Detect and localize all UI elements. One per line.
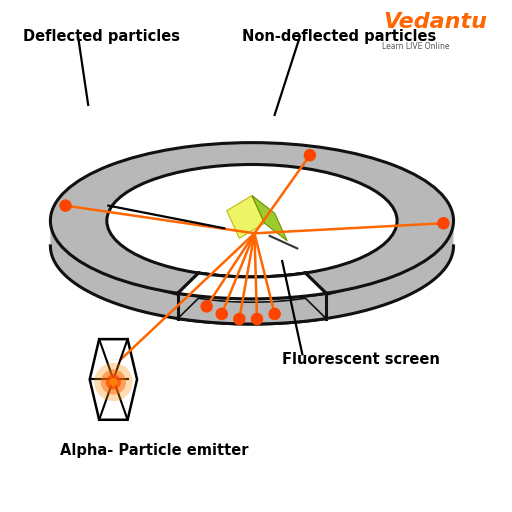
Circle shape bbox=[304, 150, 315, 161]
Polygon shape bbox=[50, 221, 454, 324]
Circle shape bbox=[201, 301, 212, 312]
Polygon shape bbox=[227, 196, 265, 239]
Text: Learn LIVE Online: Learn LIVE Online bbox=[382, 42, 450, 51]
Text: Alpha- Particle emitter: Alpha- Particle emitter bbox=[60, 442, 249, 458]
Polygon shape bbox=[178, 273, 326, 299]
Circle shape bbox=[438, 218, 449, 229]
Circle shape bbox=[269, 308, 280, 319]
Polygon shape bbox=[107, 221, 397, 302]
Text: Non-deflected particles: Non-deflected particles bbox=[242, 29, 436, 45]
Circle shape bbox=[101, 369, 126, 395]
Polygon shape bbox=[199, 273, 305, 302]
Circle shape bbox=[251, 313, 263, 325]
Text: Vedantu: Vedantu bbox=[383, 12, 487, 32]
Ellipse shape bbox=[107, 164, 397, 277]
Ellipse shape bbox=[50, 143, 454, 299]
Circle shape bbox=[234, 313, 245, 325]
Circle shape bbox=[60, 200, 71, 211]
Circle shape bbox=[94, 363, 133, 401]
Polygon shape bbox=[178, 273, 326, 299]
Polygon shape bbox=[90, 339, 137, 420]
Polygon shape bbox=[178, 298, 326, 324]
Polygon shape bbox=[252, 196, 287, 241]
Text: Gold foil: Gold foil bbox=[66, 198, 135, 213]
Circle shape bbox=[216, 308, 227, 319]
Text: Deflected particles: Deflected particles bbox=[23, 29, 180, 45]
Circle shape bbox=[110, 378, 117, 386]
Circle shape bbox=[106, 374, 121, 390]
Polygon shape bbox=[178, 293, 326, 324]
Polygon shape bbox=[178, 273, 326, 299]
Text: Fluorescent screen: Fluorescent screen bbox=[282, 352, 440, 367]
